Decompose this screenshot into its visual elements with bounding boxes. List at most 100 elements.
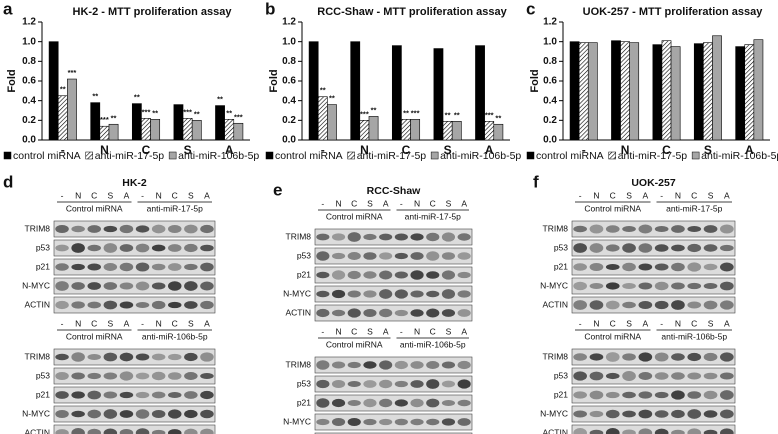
blot-band: [103, 372, 118, 380]
blot-band: [184, 409, 198, 419]
blot-band: [638, 243, 653, 253]
lane-label: N: [675, 318, 681, 328]
blot-band: [687, 428, 702, 434]
lane-label: -: [660, 318, 663, 328]
lane-label: S: [446, 198, 452, 208]
blot-band: [605, 300, 620, 310]
blot-band: [589, 429, 604, 434]
blot-band: [687, 243, 702, 253]
significance: **: [111, 113, 117, 122]
blot-band: [622, 262, 636, 272]
blot-band: [151, 429, 166, 434]
blot-band: [200, 390, 214, 400]
blot-band: [167, 429, 182, 434]
significance: **: [226, 108, 232, 117]
lane-label: S: [626, 190, 632, 200]
blot-band: [184, 301, 198, 309]
blot-band: [703, 282, 718, 290]
lane-label: C: [91, 318, 97, 328]
blot-band: [589, 300, 604, 310]
significance: **: [194, 109, 200, 118]
blot-strip: [314, 266, 473, 284]
blot-band: [55, 372, 69, 380]
blot-band: [103, 243, 118, 253]
legend-swatch: [608, 151, 616, 160]
significance: ***: [183, 107, 192, 116]
bar: [587, 42, 598, 141]
bar: [442, 121, 453, 141]
blot-strip: [53, 367, 216, 385]
lane-label: N: [156, 190, 162, 200]
lane-label: -: [61, 318, 64, 328]
blot-band: [441, 252, 456, 260]
blot-band: [71, 263, 85, 271]
blot-band: [200, 300, 214, 310]
blot-band: [119, 244, 134, 252]
panel-label: b: [265, 0, 275, 18]
x-tick-label: C: [142, 143, 151, 157]
blot-band: [589, 243, 604, 253]
blot-band: [638, 282, 653, 290]
legend-label: anti-miR-17-5p: [95, 150, 165, 162]
x-tick-label: A: [485, 143, 494, 157]
blot-band: [457, 379, 471, 389]
row-label: ACTIN: [543, 299, 569, 309]
bar: [693, 43, 704, 141]
blot-band: [394, 252, 408, 260]
blot-band: [654, 428, 669, 434]
panel-label: d: [3, 172, 13, 191]
blot-band: [103, 428, 118, 434]
blot-band: [184, 281, 198, 291]
group-label: Control miRNA: [584, 203, 641, 213]
blot-band: [703, 390, 718, 400]
legend-label: control miRNA: [536, 150, 604, 162]
lane-label: C: [691, 190, 697, 200]
x-tick-label: A: [745, 143, 754, 157]
blot-band: [622, 371, 636, 381]
blot-band: [87, 301, 102, 309]
blot-band: [622, 301, 636, 309]
legend-swatch: [265, 151, 274, 160]
blot-band: [589, 224, 604, 234]
row-label: TRIM8: [25, 351, 51, 361]
bar: [150, 119, 161, 141]
blot-band: [135, 225, 150, 233]
blot-band: [347, 252, 361, 260]
bar: [475, 45, 485, 141]
legend-swatch: [168, 151, 177, 160]
blot-band: [119, 262, 134, 272]
row-label: TRIM8: [286, 359, 312, 369]
y-tick-label: 0.8: [282, 56, 296, 67]
y-tick-label: 1.2: [282, 17, 296, 28]
lane-label: A: [724, 318, 730, 328]
blot-band: [363, 233, 377, 241]
blot-band: [135, 372, 150, 380]
significance: ***: [411, 108, 420, 117]
blot-band: [363, 271, 377, 279]
row-label: TRIM8: [286, 231, 312, 241]
bar: [182, 118, 193, 141]
blot-band: [687, 301, 702, 309]
bar: [108, 123, 119, 141]
x-tick-label: -: [582, 143, 586, 157]
blot-band: [426, 398, 440, 408]
bar: [131, 103, 142, 141]
blot-band: [55, 281, 69, 291]
blot-band: [316, 398, 330, 408]
blot-band: [394, 399, 408, 407]
blot-band: [379, 360, 393, 370]
blot-band: [103, 225, 118, 233]
blot-band: [703, 225, 718, 233]
row-label: N-MYC: [22, 280, 50, 290]
blot-band: [410, 380, 424, 388]
blot-band: [605, 244, 620, 252]
y-tick-label: 0.8: [543, 56, 557, 67]
significance: **: [454, 110, 460, 119]
x-tick-label: -: [321, 143, 325, 157]
lane-label: A: [461, 198, 467, 208]
blot-strip: [571, 296, 736, 314]
bar: [233, 122, 244, 141]
blot-band: [316, 308, 330, 318]
blot-band: [379, 308, 393, 318]
blot-band: [605, 352, 620, 362]
